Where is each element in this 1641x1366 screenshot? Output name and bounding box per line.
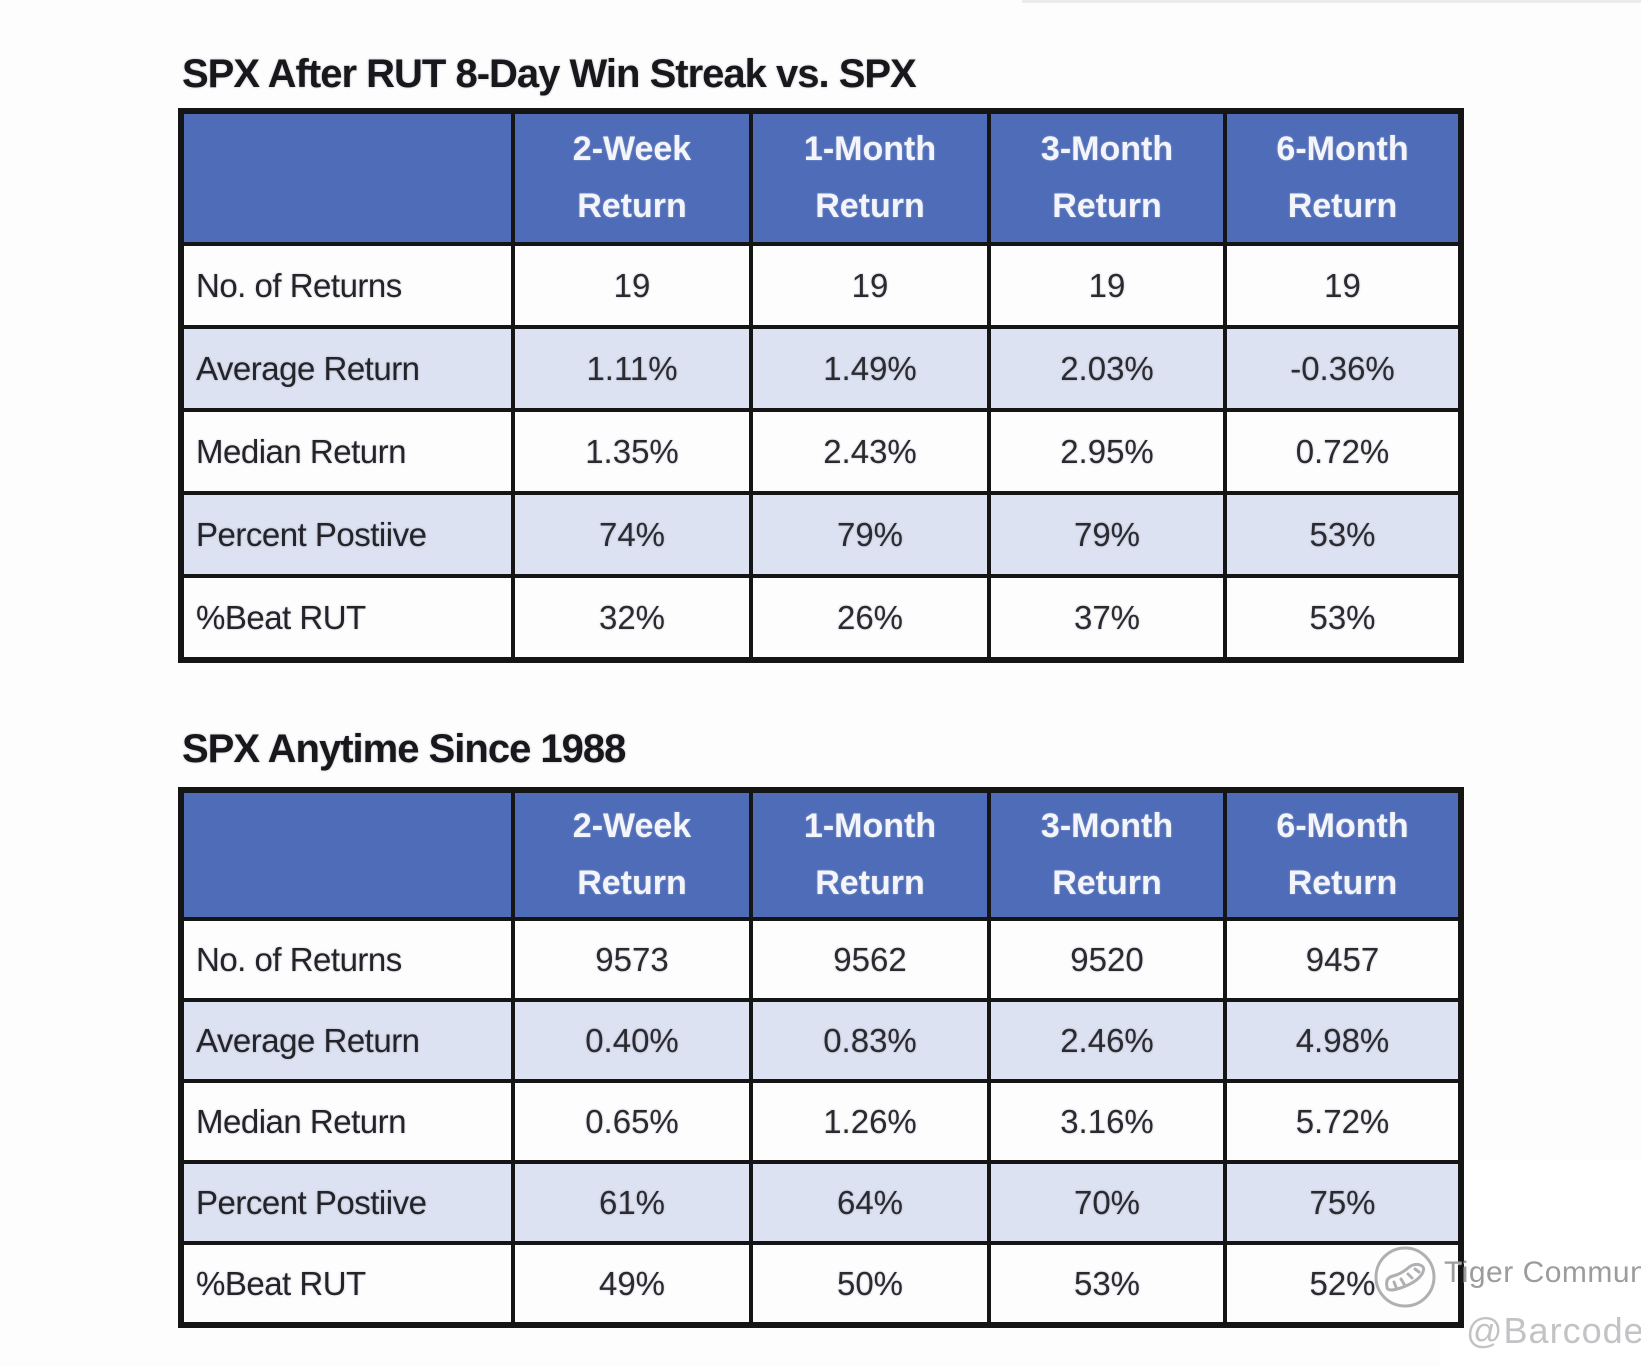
- table-cell: 0.83%: [749, 998, 991, 1083]
- table-row-no-of-returns: No. of Returns 19 19 19 19: [179, 242, 1463, 329]
- table-row-beat-rut: %Beat RUT 49% 50% 53% 52%: [179, 1241, 1463, 1327]
- row-label: Median Return: [179, 408, 515, 495]
- scan-artifact-blob: [1440, 1160, 1641, 1366]
- col-header-line2: Return: [1052, 864, 1162, 902]
- table-row-average-return: Average Return 0.40% 0.83% 2.46% 4.98%: [179, 998, 1463, 1083]
- table-cell: 26%: [749, 574, 991, 662]
- table-cell: 70%: [987, 1160, 1227, 1245]
- table-cell: 2.03%: [987, 325, 1227, 412]
- col-header-line1: 3-Month: [1040, 130, 1174, 168]
- table-cell: 19: [987, 242, 1227, 329]
- table1-corner-cell: [179, 109, 515, 246]
- table-cell: 2.46%: [987, 998, 1227, 1083]
- col-header-line1: 1-Month: [803, 807, 937, 845]
- table-row-median-return: Median Return 0.65% 1.26% 3.16% 5.72%: [179, 1079, 1463, 1164]
- table-cell: 79%: [987, 491, 1227, 578]
- table-cell: 0.72%: [1223, 408, 1463, 495]
- table1-header-row: 2-Week Return 1-Month Return 3-Month Return…: [179, 109, 1463, 246]
- table-cell: 53%: [1223, 491, 1463, 578]
- table1-win-streak-stats: 2-Week Return 1-Month Return 3-Month Return…: [178, 108, 1464, 663]
- row-label: Median Return: [179, 1079, 515, 1164]
- table-cell: 61%: [511, 1160, 753, 1245]
- col-header-line2: Return: [815, 187, 925, 225]
- table-cell: 1.49%: [749, 325, 991, 412]
- col-header-line2: Return: [577, 864, 687, 902]
- table-cell: -0.36%: [1223, 325, 1463, 412]
- table-row-average-return: Average Return 1.11% 1.49% 2.03% -0.36%: [179, 325, 1463, 412]
- table-row-percent-positive: Percent Postiive 74% 79% 79% 53%: [179, 491, 1463, 578]
- table-cell: 4.98%: [1223, 998, 1463, 1083]
- table-cell: 53%: [987, 1241, 1227, 1327]
- table-cell: 1.11%: [511, 325, 753, 412]
- row-label: Percent Postiive: [179, 1160, 515, 1245]
- row-label: %Beat RUT: [179, 1241, 515, 1327]
- table-cell: 0.65%: [511, 1079, 753, 1164]
- row-label: Average Return: [179, 998, 515, 1083]
- tiger-logo-icon: [1374, 1246, 1436, 1308]
- col-header-line1: 6-Month: [1276, 130, 1409, 168]
- col-header-line1: 6-Month: [1276, 807, 1409, 845]
- table-row-beat-rut: %Beat RUT 32% 26% 37% 53%: [179, 574, 1463, 662]
- table2-header-row: 2-Week Return 1-Month Return 3-Month Return…: [179, 788, 1463, 921]
- table-row-no-of-returns: No. of Returns 9573 9562 9520 9457: [179, 917, 1463, 1002]
- table-row-percent-positive: Percent Postiive 61% 64% 70% 75%: [179, 1160, 1463, 1245]
- table-cell: 5.72%: [1223, 1079, 1463, 1164]
- watermark-handle-label: @Barcode: [1466, 1310, 1641, 1351]
- table-cell: 79%: [749, 491, 991, 578]
- table-cell: 9562: [749, 917, 991, 1002]
- col-header-line2: Return: [577, 187, 687, 225]
- table-cell: 1.26%: [749, 1079, 991, 1164]
- table-cell: 9573: [511, 917, 753, 1002]
- table-cell: 19: [1223, 242, 1463, 329]
- table2-col-header-6month: 6-Month Return: [1223, 788, 1463, 921]
- table2-anytime-stats: 2-Week Return 1-Month Return 3-Month Return…: [178, 787, 1464, 1328]
- row-label: No. of Returns: [179, 242, 515, 329]
- col-header-line2: Return: [1287, 187, 1398, 225]
- table1-col-header-1month: 1-Month Return: [749, 109, 991, 246]
- col-header-line2: Return: [1287, 864, 1398, 902]
- col-header-line1: 2-Week: [572, 807, 692, 845]
- table-cell: 3.16%: [987, 1079, 1227, 1164]
- col-header-line1: 1-Month: [803, 130, 937, 168]
- table-cell: 53%: [1223, 574, 1463, 662]
- table-cell: 2.43%: [749, 408, 991, 495]
- table-cell: 37%: [987, 574, 1227, 662]
- table-row-median-return: Median Return 1.35% 2.43% 2.95% 0.72%: [179, 408, 1463, 495]
- table-cell: 2.95%: [987, 408, 1227, 495]
- row-label: Percent Postiive: [179, 491, 515, 578]
- watermark-community-label: Tiger Community: [1444, 1256, 1641, 1289]
- table2-title: SPX Anytime Since 1988: [182, 727, 626, 771]
- table-cell: 1.35%: [511, 408, 753, 495]
- table2-corner-cell: [179, 788, 515, 921]
- table-cell: 0.40%: [511, 998, 753, 1083]
- row-label: %Beat RUT: [179, 574, 515, 662]
- table-cell: 64%: [749, 1160, 991, 1245]
- col-header-line1: 3-Month: [1040, 807, 1174, 845]
- col-header-line2: Return: [815, 864, 925, 902]
- table-cell: 9520: [987, 917, 1227, 1002]
- table2-col-header-2week: 2-Week Return: [511, 788, 753, 921]
- table1-col-header-6month: 6-Month Return: [1223, 109, 1463, 246]
- row-label: No. of Returns: [179, 917, 515, 1002]
- scan-artifact-line: [1022, 0, 1641, 3]
- table1-col-header-2week: 2-Week Return: [511, 109, 753, 246]
- table-cell: 50%: [749, 1241, 991, 1327]
- table-cell: 19: [749, 242, 991, 329]
- table-cell: 52%: [1223, 1241, 1463, 1327]
- table-cell: 32%: [511, 574, 753, 662]
- col-header-line2: Return: [1052, 187, 1162, 225]
- col-header-line1: 2-Week: [572, 130, 692, 168]
- row-label: Average Return: [179, 325, 515, 412]
- table-cell: 74%: [511, 491, 753, 578]
- table-cell: 9457: [1223, 917, 1463, 1002]
- table-cell: 19: [511, 242, 753, 329]
- table2-col-header-3month: 3-Month Return: [987, 788, 1227, 921]
- table2-col-header-1month: 1-Month Return: [749, 788, 991, 921]
- table-cell: 75%: [1223, 1160, 1463, 1245]
- table1-col-header-3month: 3-Month Return: [987, 109, 1227, 246]
- table1-title: SPX After RUT 8-Day Win Streak vs. SPX: [182, 52, 917, 96]
- table-cell: 49%: [511, 1241, 753, 1327]
